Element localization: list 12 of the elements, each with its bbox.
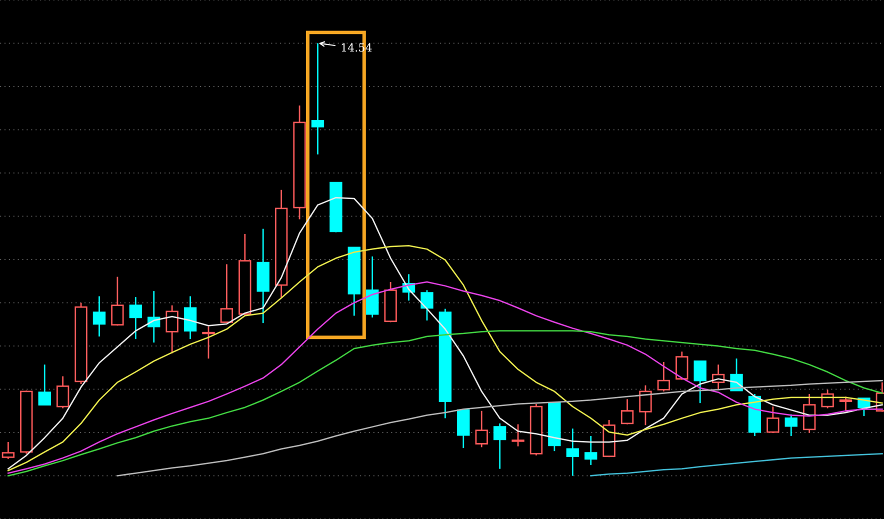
candlestick [256, 228, 270, 324]
candlestick [293, 104, 306, 220]
candlestick [803, 393, 816, 434]
candlestick [584, 435, 598, 466]
candlestick [366, 256, 379, 318]
candlestick [566, 428, 579, 476]
candlestick [92, 296, 106, 338]
candlestick [311, 42, 324, 156]
candlestick [184, 296, 197, 340]
candlestick [274, 189, 288, 299]
candlestick [129, 296, 142, 340]
candlestick [56, 376, 70, 409]
